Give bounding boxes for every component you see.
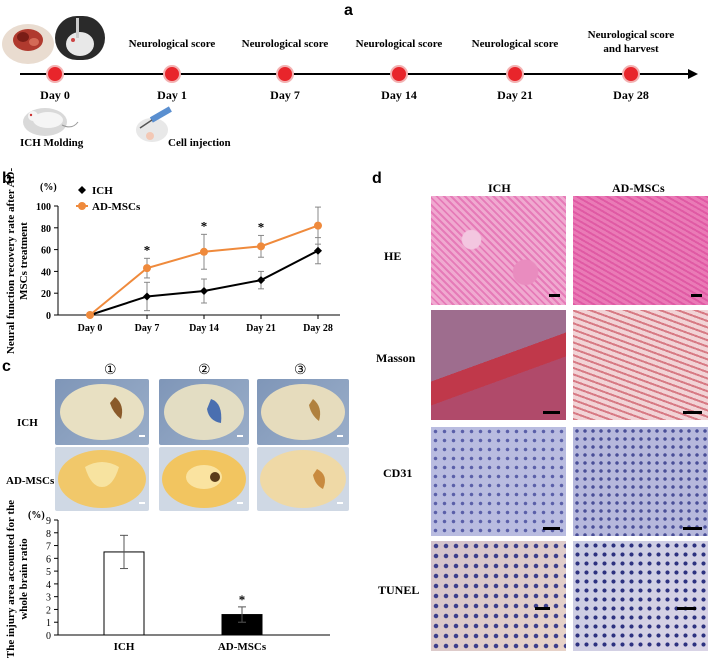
timeline-top-label-day14: Neurological score bbox=[355, 38, 443, 50]
timeline-dot-day28 bbox=[622, 65, 640, 83]
cell-injection-label: Cell injection bbox=[168, 137, 231, 149]
point-AD-MSCs bbox=[143, 264, 151, 273]
significance-mark: * bbox=[144, 242, 151, 257]
brain-slice-ich-3 bbox=[257, 379, 349, 445]
panel-c-yunit: (%) bbox=[28, 510, 45, 521]
x-tick-label: ICH bbox=[114, 641, 135, 651]
x-tick-label: Day 14 bbox=[189, 323, 219, 334]
x-tick-label: AD-MSCs bbox=[218, 641, 267, 651]
panel-d-row-he: HE bbox=[384, 249, 402, 263]
brain-photo bbox=[2, 24, 54, 64]
significance-mark: * bbox=[258, 219, 265, 234]
timeline-arrow-icon bbox=[688, 69, 698, 79]
y-tick-label: 5 bbox=[46, 567, 51, 578]
timeline-dots bbox=[46, 65, 640, 83]
y-tick-label: 0 bbox=[46, 311, 51, 322]
micrograph-masson-admscs bbox=[573, 310, 708, 420]
brain-slice-ich-2 bbox=[159, 379, 249, 445]
timeline-top-label-day7: Neurological score bbox=[241, 38, 329, 50]
micrograph-he-admscs bbox=[573, 196, 708, 305]
panel-d-letter: d bbox=[372, 170, 382, 187]
line-chart: 0 20 40 60 80 100 Day 0 Day 7 Day 14 Day 21 Day 28… bbox=[36, 185, 340, 334]
significance-mark: * bbox=[239, 592, 246, 607]
y-tick-label: 2 bbox=[46, 605, 51, 616]
timeline-day-label-7: Day 7 bbox=[270, 88, 300, 102]
timeline-top-label-day21: Neurological score bbox=[471, 38, 559, 50]
panel-b-letter: b bbox=[2, 170, 12, 187]
micrograph-he-ich bbox=[431, 196, 566, 305]
micrograph-tunel-ich bbox=[431, 541, 566, 651]
panel-d-column-admscs: AD-MSCs bbox=[612, 181, 665, 195]
point-ICH bbox=[257, 276, 265, 285]
y-tick-label: 100 bbox=[36, 202, 51, 213]
panel-d-row-masson: Masson bbox=[376, 351, 416, 365]
y-tick-label: 80 bbox=[41, 224, 51, 235]
y-tick-label: 6 bbox=[46, 554, 51, 565]
x-tick-label: Day 21 bbox=[246, 323, 276, 334]
point-AD-MSCs bbox=[86, 311, 94, 319]
timeline-figure bbox=[2, 16, 698, 142]
ich-molding-label: ICH Molding bbox=[20, 137, 84, 149]
y-tick-label: 1 bbox=[46, 618, 51, 629]
legend-label-AD-MSCs: AD-MSCs bbox=[92, 201, 141, 213]
row-label-ich: ICH bbox=[17, 417, 38, 429]
x-tick-label: Day 7 bbox=[135, 323, 160, 334]
panel-d-row-tunel: TUNEL bbox=[378, 583, 420, 597]
y-tick-label: 3 bbox=[46, 593, 51, 604]
point-AD-MSCs bbox=[257, 242, 265, 251]
micrograph-tunel-admscs bbox=[573, 541, 708, 651]
micrograph-masson-ich bbox=[431, 310, 566, 420]
column-number-1: ① bbox=[104, 363, 117, 378]
legend-marker-ICH bbox=[78, 186, 86, 194]
mouse-illustration bbox=[23, 108, 79, 136]
significance-mark: * bbox=[201, 218, 208, 233]
timeline-dot-day1 bbox=[163, 65, 181, 83]
brain-slice-ich-1 bbox=[55, 379, 149, 445]
legend-label-ICH: ICH bbox=[92, 185, 113, 197]
point-AD-MSCs bbox=[314, 221, 322, 230]
brain-slice-admscs-3 bbox=[257, 447, 349, 511]
y-tick-label: 40 bbox=[41, 267, 51, 278]
timeline-day-label-1: Day 1 bbox=[157, 88, 187, 102]
y-tick-label: 0 bbox=[46, 631, 51, 642]
rat-stereotaxic-photo bbox=[55, 16, 105, 60]
x-tick-label: Day 0 bbox=[78, 323, 103, 334]
x-tick-label: Day 28 bbox=[303, 323, 333, 334]
y-tick-label: 9 bbox=[46, 516, 51, 527]
panel-d-column-ich: ICH bbox=[488, 181, 511, 195]
point-AD-MSCs bbox=[200, 247, 208, 256]
panel-a-letter: a bbox=[344, 2, 353, 19]
timeline-day-label-21: Day 21 bbox=[497, 88, 533, 102]
brain-slice-admscs-2 bbox=[159, 447, 249, 511]
point-ICH bbox=[200, 287, 208, 296]
y-tick-label: 4 bbox=[46, 580, 51, 591]
point-ICH bbox=[143, 292, 151, 301]
y-tick-label: 60 bbox=[41, 246, 51, 257]
panel-b-yunit: (%) bbox=[40, 182, 57, 193]
y-tick-label: 20 bbox=[41, 289, 51, 300]
timeline-day-label-28: Day 28 bbox=[613, 88, 649, 102]
timeline-top-label-day28: Neurological score and harvest bbox=[587, 29, 675, 55]
point-ICH bbox=[314, 246, 322, 255]
y-tick-label: 7 bbox=[46, 542, 51, 553]
timeline-day-label-14: Day 14 bbox=[381, 88, 417, 102]
panel-d-row-cd31: CD31 bbox=[383, 466, 413, 480]
timeline-dot-day14 bbox=[390, 65, 408, 83]
panel-c-letter: c bbox=[2, 358, 11, 375]
y-tick-label: 8 bbox=[46, 529, 51, 540]
column-number-3: ③ bbox=[294, 363, 307, 378]
timeline-day-label-0: Day 0 bbox=[40, 88, 70, 102]
row-label-ad-mscs: AD-MSCs bbox=[6, 475, 55, 487]
timeline-top-label-day1: Neurological score bbox=[128, 38, 216, 50]
timeline-dot-day7 bbox=[276, 65, 294, 83]
column-number-2: ② bbox=[198, 363, 211, 378]
syringe-illustration bbox=[136, 106, 172, 142]
micrograph-cd31-ich bbox=[431, 427, 566, 536]
legend-marker-AD-MSCs bbox=[78, 202, 86, 210]
timeline-dot-day21 bbox=[506, 65, 524, 83]
timeline-dot-day0 bbox=[46, 65, 64, 83]
brain-slice-admscs-1 bbox=[55, 447, 149, 511]
micrograph-cd31-admscs bbox=[573, 427, 708, 536]
